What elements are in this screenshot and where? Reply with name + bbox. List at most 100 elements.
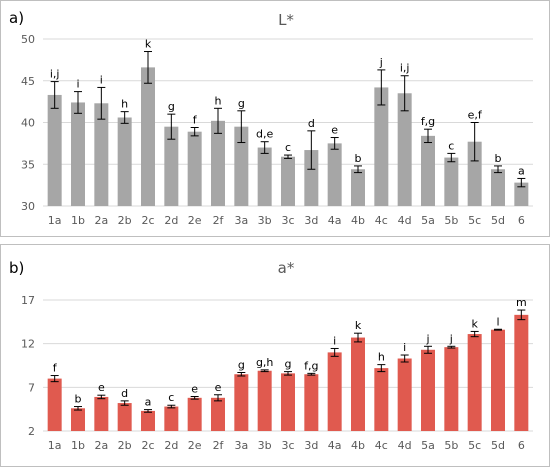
- bar: [491, 329, 505, 431]
- x-tick-label: 2a: [94, 439, 108, 452]
- x-tick-label: 4a: [328, 214, 342, 227]
- significance-letter: c: [448, 139, 454, 152]
- significance-letter: c: [168, 391, 174, 404]
- chart-a-star: b) a* 2 7 12 17 f 1a b 1b e 2a d 2b a 2c c 2d e 2e e 2f g 3a g…: [9, 259, 533, 452]
- bar: [327, 143, 342, 206]
- significance-letter: d: [308, 117, 315, 130]
- significance-letter: g: [168, 100, 175, 113]
- bar: [187, 397, 202, 431]
- significance-letter: e: [331, 124, 338, 137]
- y-tick-label: 50: [21, 33, 35, 46]
- bar: [514, 314, 529, 431]
- bar: [234, 374, 249, 431]
- bar: [257, 147, 272, 206]
- x-tick-label: 2c: [141, 214, 154, 227]
- x-tick-label: 3a: [234, 214, 248, 227]
- bar: [351, 169, 365, 206]
- x-tick-label: 5d: [491, 214, 505, 227]
- x-tick-label: 5a: [421, 439, 435, 452]
- chart-title: a*: [278, 259, 295, 277]
- significance-letter: h: [215, 94, 222, 107]
- significance-letter: j: [379, 56, 383, 69]
- bar: [467, 141, 482, 206]
- bar: [467, 334, 482, 431]
- bar: [444, 347, 459, 431]
- chart-panel-l-star: a) L* 30 35 40 45 50 i,j 1a i 1b i 2a h 2b k 2c g 2d f 2e h…: [0, 0, 550, 237]
- chart-title: L*: [278, 11, 294, 29]
- x-tick-label: 5d: [491, 439, 505, 452]
- y-tick-label: 17: [21, 294, 35, 307]
- bar: [257, 370, 272, 431]
- x-tick-label: 3d: [304, 439, 318, 452]
- y-tick-label: 12: [21, 338, 35, 351]
- bar: [94, 103, 109, 206]
- significance-letter: k: [145, 38, 152, 51]
- x-tick-label: 3b: [258, 439, 272, 452]
- significance-letter: g: [238, 97, 245, 110]
- significance-letter: a: [145, 396, 152, 409]
- x-tick-label: 4c: [375, 214, 388, 227]
- significance-letter: d,e: [256, 128, 273, 141]
- y-tick-label: 2: [28, 425, 35, 438]
- significance-letter: i,j: [50, 68, 60, 81]
- bar: [444, 157, 459, 206]
- x-tick-label: 2d: [164, 214, 178, 227]
- significance-letter: l: [496, 315, 499, 328]
- y-tick-label: 7: [28, 381, 35, 394]
- bar: [304, 374, 319, 431]
- bar: [397, 93, 412, 206]
- significance-letter: k: [471, 317, 478, 330]
- x-tick-label: 4b: [351, 214, 365, 227]
- x-tick-label: 4a: [328, 439, 342, 452]
- x-tick-label: 2e: [188, 439, 202, 452]
- significance-letter: f,g: [304, 359, 318, 372]
- significance-letter: b: [355, 152, 362, 165]
- x-tick-label: 3d: [304, 214, 318, 227]
- significance-letter: h: [378, 351, 385, 364]
- significance-letter: i: [76, 78, 79, 91]
- significance-letter: g: [285, 358, 292, 371]
- significance-letter: f: [53, 362, 58, 375]
- x-tick-label: 6: [518, 214, 525, 227]
- bar: [47, 94, 62, 206]
- x-tick-label: 5b: [444, 214, 458, 227]
- x-tick-label: 5a: [421, 214, 435, 227]
- significance-letter: m: [516, 296, 527, 309]
- bar: [164, 406, 179, 431]
- x-tick-label: 4c: [375, 439, 388, 452]
- significance-letter: h: [121, 98, 128, 111]
- significance-letter: e,f: [468, 109, 483, 122]
- significance-letter: e: [191, 383, 198, 396]
- x-tick-label: 3b: [258, 214, 272, 227]
- chart-l-star: a) L* 30 35 40 45 50 i,j 1a i 1b i 2a h 2b k 2c g 2d f 2e h…: [9, 9, 533, 227]
- bar: [164, 126, 179, 206]
- bar: [141, 410, 155, 431]
- bar: [211, 120, 225, 206]
- x-tick-label: 4d: [398, 214, 412, 227]
- bar: [71, 102, 85, 206]
- bar: [234, 126, 249, 206]
- bar: [351, 337, 365, 431]
- bar: [211, 397, 225, 431]
- panel-label: b): [9, 259, 24, 277]
- bar: [327, 352, 342, 431]
- bar: [47, 378, 62, 431]
- x-tick-label: 1b: [71, 214, 85, 227]
- bar: [141, 67, 155, 206]
- y-tick-label: 35: [21, 158, 35, 171]
- x-tick-label: 5b: [444, 439, 458, 452]
- x-tick-label: 2e: [188, 214, 202, 227]
- significance-letter: j: [425, 332, 429, 345]
- significance-letter: i: [333, 334, 336, 347]
- x-tick-label: 3a: [234, 439, 248, 452]
- bar: [94, 396, 109, 431]
- bar: [187, 131, 202, 206]
- bar: [71, 408, 85, 431]
- x-tick-label: 5c: [468, 214, 481, 227]
- x-tick-label: 2c: [141, 439, 154, 452]
- significance-letter: e: [215, 381, 222, 394]
- panel-label: a): [9, 9, 24, 27]
- significance-letter: i,j: [400, 62, 410, 75]
- significance-letter: d: [121, 387, 128, 400]
- x-tick-label: 3c: [281, 214, 294, 227]
